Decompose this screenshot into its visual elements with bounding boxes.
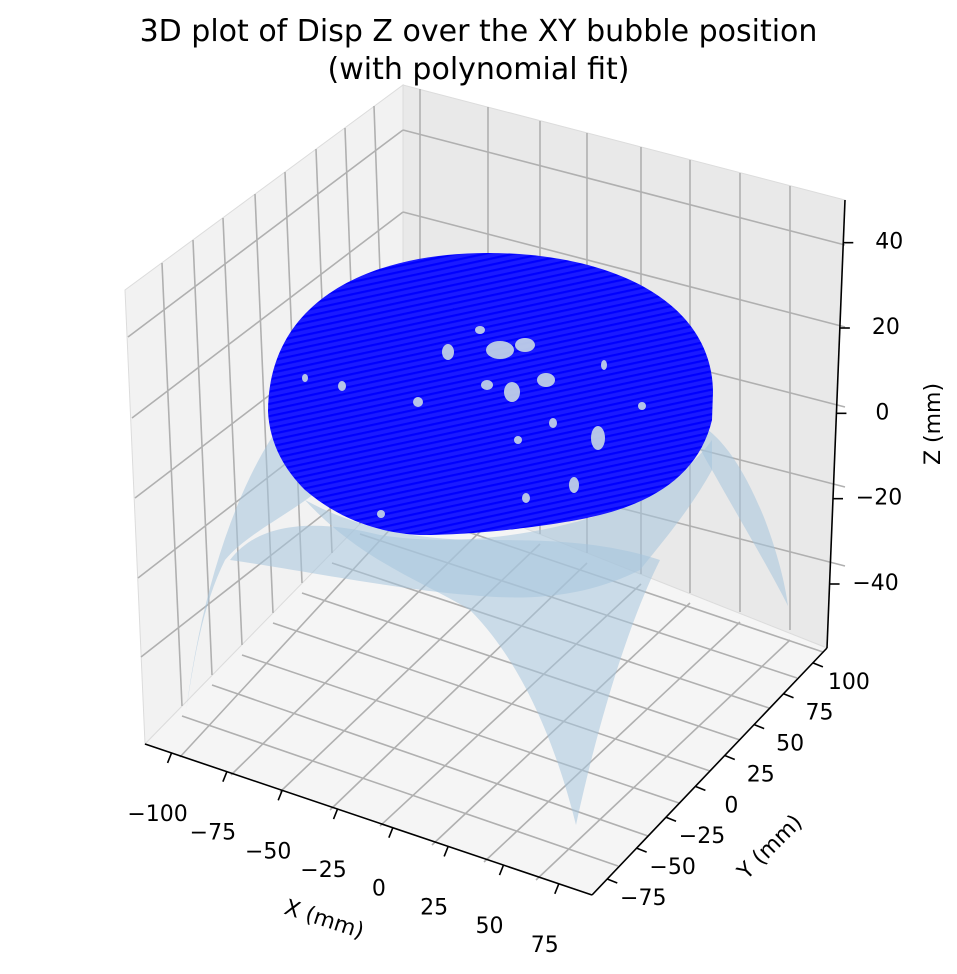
x-axis-tick-mark	[554, 883, 560, 895]
dome-gap	[549, 418, 557, 428]
y-axis-tick-mark	[695, 785, 706, 792]
z-axis-tick-label: −40	[852, 571, 898, 596]
y-axis-line	[591, 647, 828, 896]
grid-line	[535, 639, 791, 881]
z-axis-label: Z (mm)	[921, 383, 946, 465]
grid-line	[222, 217, 243, 646]
dome-gap	[475, 326, 485, 334]
y-axis-tick-label: 100	[828, 670, 870, 695]
y-axis-tick-mark	[783, 692, 794, 699]
dome-gap	[413, 397, 423, 407]
x-axis-tick-label: −25	[300, 858, 346, 883]
y-axis-tick-mark	[636, 847, 647, 853]
y-axis-tick-mark	[812, 662, 824, 668]
axis-lines	[144, 199, 846, 896]
y-axis-label: Y (mm)	[732, 810, 807, 885]
dome-gap	[638, 402, 646, 410]
dome-gap	[514, 436, 522, 444]
z-axis-tick-label: 20	[872, 315, 900, 340]
title-line2: (with polynomial fit)	[327, 52, 630, 87]
y-axis-tick-mark	[753, 723, 765, 730]
x-axis-tick-mark	[332, 808, 339, 820]
polynomial-fit-surface	[186, 412, 788, 825]
y-axis-tick-mark	[606, 878, 618, 884]
z-axis-line	[826, 199, 846, 649]
x-axis-tick-mark	[498, 864, 505, 876]
grid-line	[131, 211, 404, 419]
x-axis-tick-label: −100	[127, 802, 187, 827]
y-axis-tick-mark	[665, 816, 677, 822]
measured-surface	[268, 253, 713, 535]
dome-body	[268, 253, 713, 535]
y-axis-tick-label: 75	[806, 701, 834, 726]
tick-labels: −100−75−50−250255075−75−50−250255075100−…	[127, 230, 903, 958]
dome-gap	[486, 341, 514, 359]
y-axis-tick-mark	[724, 754, 736, 761]
grid-line	[272, 622, 711, 772]
grid-line	[483, 621, 741, 863]
x-axis-tick-mark	[388, 827, 394, 839]
y-axis-tick-label: −25	[679, 824, 725, 849]
grid-line	[161, 262, 183, 707]
x-axis-tick-label: 75	[531, 933, 559, 958]
grid-line	[192, 239, 213, 676]
x-axis-label: X (mm)	[281, 895, 367, 944]
dome-gap	[504, 382, 520, 402]
grid-line	[127, 129, 404, 338]
dome-gap	[522, 493, 530, 503]
dome-gap	[515, 338, 535, 352]
x-axis-tick-mark	[277, 790, 283, 801]
x-axis-tick-label: −50	[245, 839, 291, 864]
dome-gap	[338, 381, 346, 391]
dome-gap	[377, 510, 385, 518]
y-axis-tick-label: −50	[649, 855, 695, 880]
x-axis-tick-label: 25	[420, 895, 448, 920]
dome-gap	[569, 477, 579, 493]
x-axis-tick-label: −75	[190, 821, 236, 846]
x-axis-tick-mark	[166, 752, 173, 764]
dome-gap	[591, 426, 605, 450]
x-axis-tick-label: 50	[475, 914, 503, 939]
grid-line	[181, 715, 619, 867]
dome-gap	[537, 373, 555, 387]
grid-line	[402, 211, 846, 328]
grid-line	[241, 654, 680, 804]
z-axis-tick-label: 40	[875, 230, 903, 255]
x-axis-line	[144, 743, 593, 896]
dome-gap	[442, 344, 454, 360]
z-axis-tick-label: 0	[875, 400, 889, 425]
z-axis-tick-label: −20	[856, 486, 902, 511]
fit-right-lobe	[690, 420, 788, 606]
dome-gap	[481, 380, 493, 390]
fit-left-lobe	[186, 412, 330, 712]
grid-line	[402, 129, 846, 246]
y-axis-tick-label: 0	[724, 793, 738, 818]
y-axis-tick-label: 50	[776, 732, 804, 757]
dome-gap	[601, 360, 607, 370]
tick-marks	[166, 241, 854, 895]
title-line1: 3D plot of Disp Z over the XY bubble pos…	[139, 14, 818, 49]
y-axis-tick-label: −75	[620, 886, 666, 911]
x-axis-tick-mark	[443, 846, 449, 857]
x-axis-tick-label: 0	[372, 877, 386, 902]
fit-under-dome	[230, 440, 712, 598]
dome-gap	[302, 374, 308, 382]
y-axis-tick-label: 25	[747, 762, 775, 787]
x-axis-tick-mark	[222, 771, 228, 782]
